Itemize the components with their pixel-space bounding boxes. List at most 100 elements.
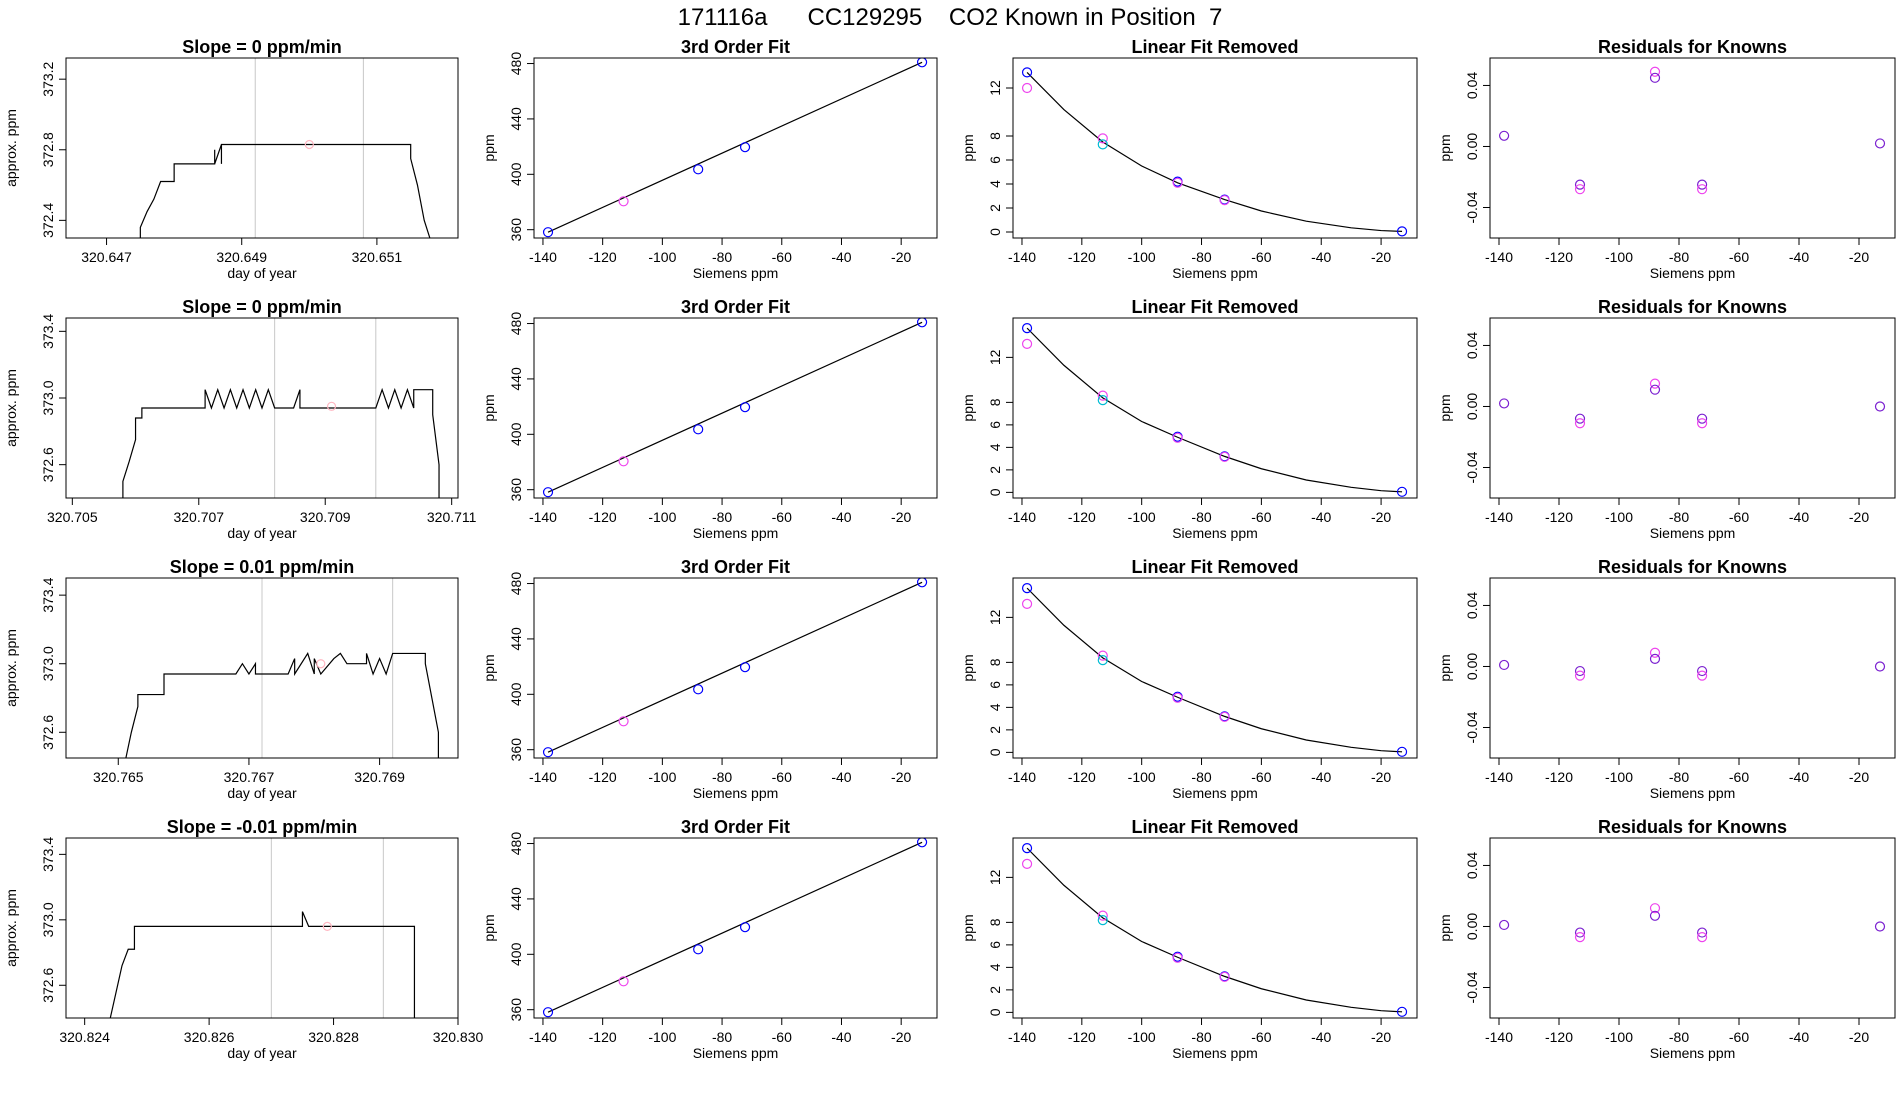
x-tick-label: -40	[1789, 249, 1809, 265]
plot-area	[1021, 67, 1408, 237]
x-tick-label: -80	[1191, 509, 1211, 525]
plot-frame	[1489, 577, 1896, 759]
y-tick-label: 4	[987, 180, 1003, 188]
x-tick-label: -80	[1191, 1029, 1211, 1045]
x-tick-label: -20	[891, 509, 911, 525]
y-tick-label: 6	[987, 421, 1003, 429]
x-tick-label: -40	[1789, 1029, 1809, 1045]
data-point	[1649, 384, 1661, 395]
x-tick-label: -60	[1251, 509, 1271, 525]
panel-3-1: 3rd Order Fit -140 -120 -100 -80 -60 -40 -20 Sie…	[481, 817, 938, 1061]
panel-title: 3rd Order Fit	[681, 37, 790, 57]
x-tick-label: -120	[1068, 1029, 1096, 1045]
x-tick-label: -120	[1068, 769, 1096, 785]
x-tick-label: -40	[1789, 769, 1809, 785]
data-point	[1874, 401, 1886, 412]
x-tick-label: -20	[1371, 509, 1391, 525]
x-axis-label: Siemens ppm	[1650, 525, 1736, 541]
data-point	[542, 747, 554, 758]
x-axis-label: day of year	[227, 785, 297, 801]
plot-frame	[533, 317, 938, 499]
y-tick-label: 12	[987, 80, 1003, 96]
x-tick-label: -100	[648, 249, 676, 265]
panel-1-1: 3rd Order Fit -140 -120 -100 -80 -60 -40 -20 Sie…	[481, 297, 938, 541]
x-tick-label: -140	[529, 249, 557, 265]
data-trace	[139, 143, 431, 238]
panel-3-2: Linear Fit Removed -140 -120 -100 -80 -60 -40 -…	[960, 817, 1418, 1061]
y-tick-label: 0.04	[1464, 852, 1480, 879]
y-tick-label: 480	[508, 52, 524, 76]
data-point	[1021, 583, 1033, 594]
fit-line	[547, 581, 923, 753]
x-tick-label: 320.826	[184, 1029, 235, 1045]
data-point	[1649, 653, 1661, 664]
y-axis-label: ppm	[481, 914, 497, 941]
x-tick-label: -20	[1849, 509, 1869, 525]
data-point	[1097, 139, 1108, 150]
plot-frame	[1012, 577, 1418, 759]
y-tick-label: 0.00	[1464, 393, 1480, 420]
panel-2-0: Slope = 0.01 ppm/min 320.765 320.767 320.76…	[3, 557, 459, 801]
y-axis-label: ppm	[960, 654, 976, 681]
x-tick-label: -140	[1485, 509, 1513, 525]
x-tick-label: -140	[1008, 1029, 1036, 1045]
data-point	[693, 944, 704, 955]
mean-marker	[322, 921, 332, 931]
y-axis-label: ppm	[481, 394, 497, 421]
data-point	[693, 684, 704, 695]
data-point	[1874, 138, 1886, 149]
y-tick-label: 373.0	[40, 902, 56, 937]
panel-1-0: Slope = 0 ppm/min 320.705 320.707 320.709 32…	[3, 297, 477, 541]
y-tick-label: -0.04	[1464, 191, 1480, 223]
x-tick-label: -120	[1068, 249, 1096, 265]
data-point	[1574, 927, 1586, 938]
plot-area	[1498, 378, 1886, 429]
x-axis-label: Siemens ppm	[693, 785, 779, 801]
y-tick-label: 373.2	[40, 61, 56, 96]
x-tick-label: -120	[1545, 1029, 1573, 1045]
y-tick-label: 6	[987, 156, 1003, 164]
data-point	[542, 227, 554, 238]
data-point	[1574, 665, 1586, 677]
data-point	[1097, 395, 1108, 406]
y-axis-label: ppm	[1437, 134, 1453, 161]
x-tick-label: 320.649	[216, 249, 267, 265]
y-tick-label: 440	[508, 887, 524, 911]
y-axis-label: approx. ppm	[3, 629, 19, 707]
fit-line	[547, 61, 923, 233]
x-tick-label: 320.707	[173, 509, 224, 525]
y-tick-label: -0.04	[1464, 451, 1480, 483]
x-tick-label: -20	[1849, 1029, 1869, 1045]
x-axis-label: day of year	[227, 525, 297, 541]
x-tick-label: 320.711	[427, 509, 477, 525]
y-tick-label: 372.4	[40, 203, 56, 238]
x-tick-label: -60	[1251, 1029, 1271, 1045]
x-tick-label: -80	[1669, 249, 1689, 265]
plot-frame	[1012, 57, 1418, 239]
x-tick-label: -140	[1485, 769, 1513, 785]
panel-2-1: 3rd Order Fit -140 -120 -100 -80 -60 -40 -20 Sie…	[481, 557, 938, 801]
data-point	[1097, 650, 1108, 661]
data-point	[1219, 451, 1230, 463]
plot-area	[1021, 843, 1408, 1017]
x-axis-label: Siemens ppm	[1172, 265, 1258, 281]
data-point	[1097, 655, 1108, 666]
x-tick-label: -60	[1729, 1029, 1749, 1045]
x-tick-label: -140	[1008, 509, 1036, 525]
data-trace	[122, 387, 440, 498]
x-tick-label: -120	[1545, 769, 1573, 785]
plot-area	[139, 58, 431, 238]
x-axis-label: Siemens ppm	[1172, 785, 1258, 801]
data-point	[1649, 66, 1661, 77]
data-point	[1649, 647, 1661, 658]
x-tick-label: -140	[1485, 249, 1513, 265]
x-tick-label: -40	[1311, 769, 1331, 785]
plot-frame	[1012, 837, 1418, 1019]
x-tick-label: -40	[831, 509, 851, 525]
y-tick-label: 400	[508, 942, 524, 966]
y-axis-label: ppm	[1437, 914, 1453, 941]
data-point	[1396, 226, 1408, 237]
x-tick-label: -140	[529, 1029, 557, 1045]
y-tick-label: 0	[987, 488, 1003, 496]
